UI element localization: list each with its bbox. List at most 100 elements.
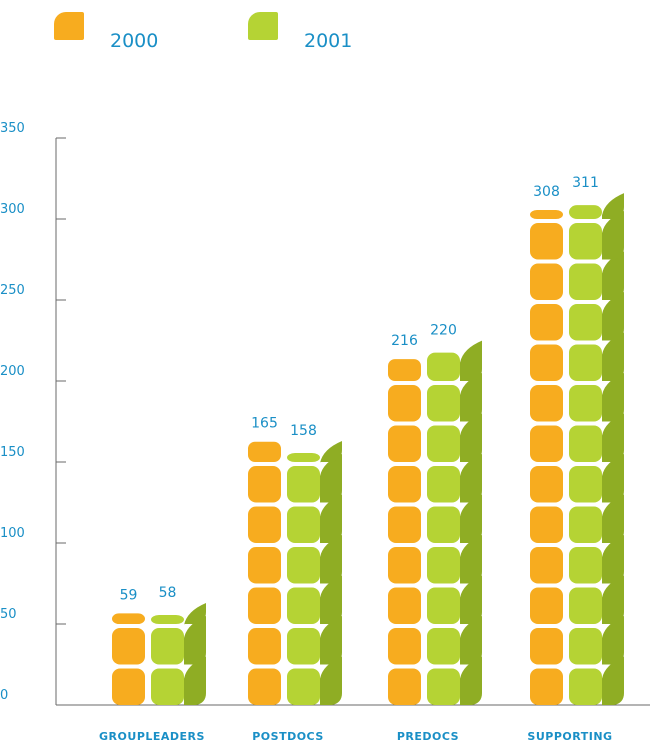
bar-2000-supporting-tile-11 — [530, 223, 563, 260]
bar-2001-groupleaders-tile-2 — [151, 615, 184, 624]
category-label-postdocs: POSTDOCS — [252, 730, 324, 743]
bar-2001-predocs-tile-side-3 — [460, 535, 482, 584]
bar-2001-predocs-tile-5 — [427, 466, 460, 503]
bar-2001-supporting-tile-side-9 — [602, 292, 624, 341]
bar-2001-groupleaders-tile-0 — [151, 668, 184, 705]
bar-2001-groupleaders-tile-1 — [151, 628, 184, 665]
bar-2000-supporting-tile-5 — [530, 466, 563, 503]
bar-2001-predocs-tile-3 — [427, 547, 460, 584]
bar-2001-postdocs-tile-4 — [287, 506, 320, 543]
bar-2001-supporting-tile-side-5 — [602, 454, 624, 503]
legend: 2000 2001 — [54, 12, 374, 52]
bar-2000-postdocs-tile-3 — [248, 547, 281, 584]
y-tick-label-300: 300 — [0, 202, 25, 217]
bar-2001-predocs-tile-1 — [427, 628, 460, 665]
bar-2001-supporting-tile-4 — [569, 506, 602, 543]
bar-2000-supporting-tile-6 — [530, 425, 563, 462]
data-label-2001-postdocs: 158 — [290, 423, 317, 439]
bar-2001-supporting-tile-2 — [569, 587, 602, 624]
y-tick-label-100: 100 — [0, 526, 25, 541]
bar-2001-postdocs-tile-5 — [287, 466, 320, 503]
bar-2001-predocs-tile-7 — [427, 385, 460, 422]
bar-2000-postdocs-tile-5 — [248, 466, 281, 503]
bar-2001-postdocs-tile-side-3 — [320, 535, 342, 584]
bar-2000-supporting-tile-12 — [530, 210, 563, 219]
data-label-2001-groupleaders: 58 — [159, 585, 177, 601]
bar-2000-predocs-tile-6 — [388, 425, 421, 462]
legend-swatch-2001 — [248, 12, 278, 40]
y-tick-label-150: 150 — [0, 445, 25, 460]
bar-2001-supporting-tile-side-0 — [602, 656, 624, 705]
bar-2001-supporting-tile-1 — [569, 628, 602, 665]
bar-2000-groupleaders-tile-2 — [112, 613, 145, 624]
bar-2000-postdocs-tile-2 — [248, 587, 281, 624]
bar-2000-supporting-tile-0 — [530, 668, 563, 705]
bar-2001-postdocs-tile-side-2 — [320, 575, 342, 624]
bar-2001-supporting-tile-7 — [569, 385, 602, 422]
bar-2001-supporting-tile-side-4 — [602, 494, 624, 543]
bar-2000-supporting-tile-8 — [530, 344, 563, 381]
bar-2001-predocs-tile-side-0 — [460, 656, 482, 705]
bar-2000-predocs-tile-3 — [388, 547, 421, 584]
bar-2001-supporting-tile-0 — [569, 668, 602, 705]
bar-2001-predocs-tile-side-6 — [460, 413, 482, 462]
data-label-2000-postdocs: 165 — [251, 416, 278, 432]
bar-2001-predocs-tile-2 — [427, 587, 460, 624]
bar-2000-postdocs-tile-1 — [248, 628, 281, 665]
bar-2001-supporting-tile-side-11 — [602, 211, 624, 260]
bar-2001-groupleaders-tile-side-1 — [184, 616, 206, 665]
bar-2000-predocs-tile-4 — [388, 506, 421, 543]
bar-2000-postdocs-tile-6 — [248, 441, 281, 462]
legend-swatch-2000 — [54, 12, 84, 40]
data-label-2000-groupleaders: 59 — [120, 587, 138, 603]
bar-2001-supporting-tile-12 — [569, 205, 602, 219]
bar-2001-postdocs-tile-side-1 — [320, 616, 342, 665]
bar-2001-supporting-tile-side-12 — [602, 193, 624, 219]
bar-2001-supporting-tile-6 — [569, 425, 602, 462]
y-tick-label-50: 50 — [0, 607, 17, 622]
bar-2001-supporting-tile-11 — [569, 223, 602, 260]
bar-2001-postdocs-tile-2 — [287, 587, 320, 624]
bar-2000-supporting-tile-1 — [530, 628, 563, 665]
bar-2001-supporting-tile-side-10 — [602, 251, 624, 300]
bar-2000-predocs-tile-7 — [388, 385, 421, 422]
bar-2000-groupleaders-tile-1 — [112, 628, 145, 665]
bar-2000-predocs-tile-2 — [388, 587, 421, 624]
bar-2000-supporting-tile-3 — [530, 547, 563, 584]
data-label-2000-supporting: 308 — [533, 184, 560, 200]
bar-2001-predocs-tile-side-8 — [460, 340, 482, 381]
bar-2001-supporting-tile-side-6 — [602, 413, 624, 462]
bar-2001-supporting-tile-9 — [569, 304, 602, 341]
bar-2001-predocs-tile-6 — [427, 425, 460, 462]
bar-2000-supporting-tile-4 — [530, 506, 563, 543]
bar-2001-postdocs-tile-6 — [287, 453, 320, 462]
category-label-supporting: SUPPORTING — [527, 730, 612, 743]
legend-label-2000: 2000 — [110, 30, 159, 52]
bar-2000-predocs-tile-5 — [388, 466, 421, 503]
bar-2001-groupleaders-tile-side-0 — [184, 656, 206, 705]
bar-2000-supporting-tile-2 — [530, 587, 563, 624]
bar-2001-postdocs-tile-0 — [287, 668, 320, 705]
y-tick-label-0: 0 — [0, 688, 8, 703]
bar-2000-predocs-tile-1 — [388, 628, 421, 665]
bar-2001-supporting-tile-5 — [569, 466, 602, 503]
bar-2000-predocs-tile-0 — [388, 668, 421, 705]
bar-2001-predocs-tile-side-2 — [460, 575, 482, 624]
bar-2001-supporting-tile-side-7 — [602, 373, 624, 422]
bar-2001-supporting-tile-side-1 — [602, 616, 624, 665]
bar-2001-postdocs-tile-side-4 — [320, 494, 342, 543]
bar-2001-predocs-tile-4 — [427, 506, 460, 543]
bar-2000-predocs-tile-8 — [388, 359, 421, 381]
bar-2001-predocs-tile-side-4 — [460, 494, 482, 543]
category-label-groupleaders: GROUPLEADERS — [99, 730, 205, 743]
bar-2001-supporting-tile-10 — [569, 263, 602, 300]
bar-2001-postdocs-tile-side-6 — [320, 441, 342, 464]
bar-2000-postdocs-tile-0 — [248, 668, 281, 705]
data-label-2001-predocs: 220 — [430, 323, 457, 339]
bar-2001-predocs-tile-8 — [427, 352, 460, 381]
bar-2001-supporting-tile-side-3 — [602, 535, 624, 584]
bar-2001-postdocs-tile-side-0 — [320, 656, 342, 705]
bar-2000-supporting-tile-9 — [530, 304, 563, 341]
data-label-2000-predocs: 216 — [391, 333, 418, 349]
